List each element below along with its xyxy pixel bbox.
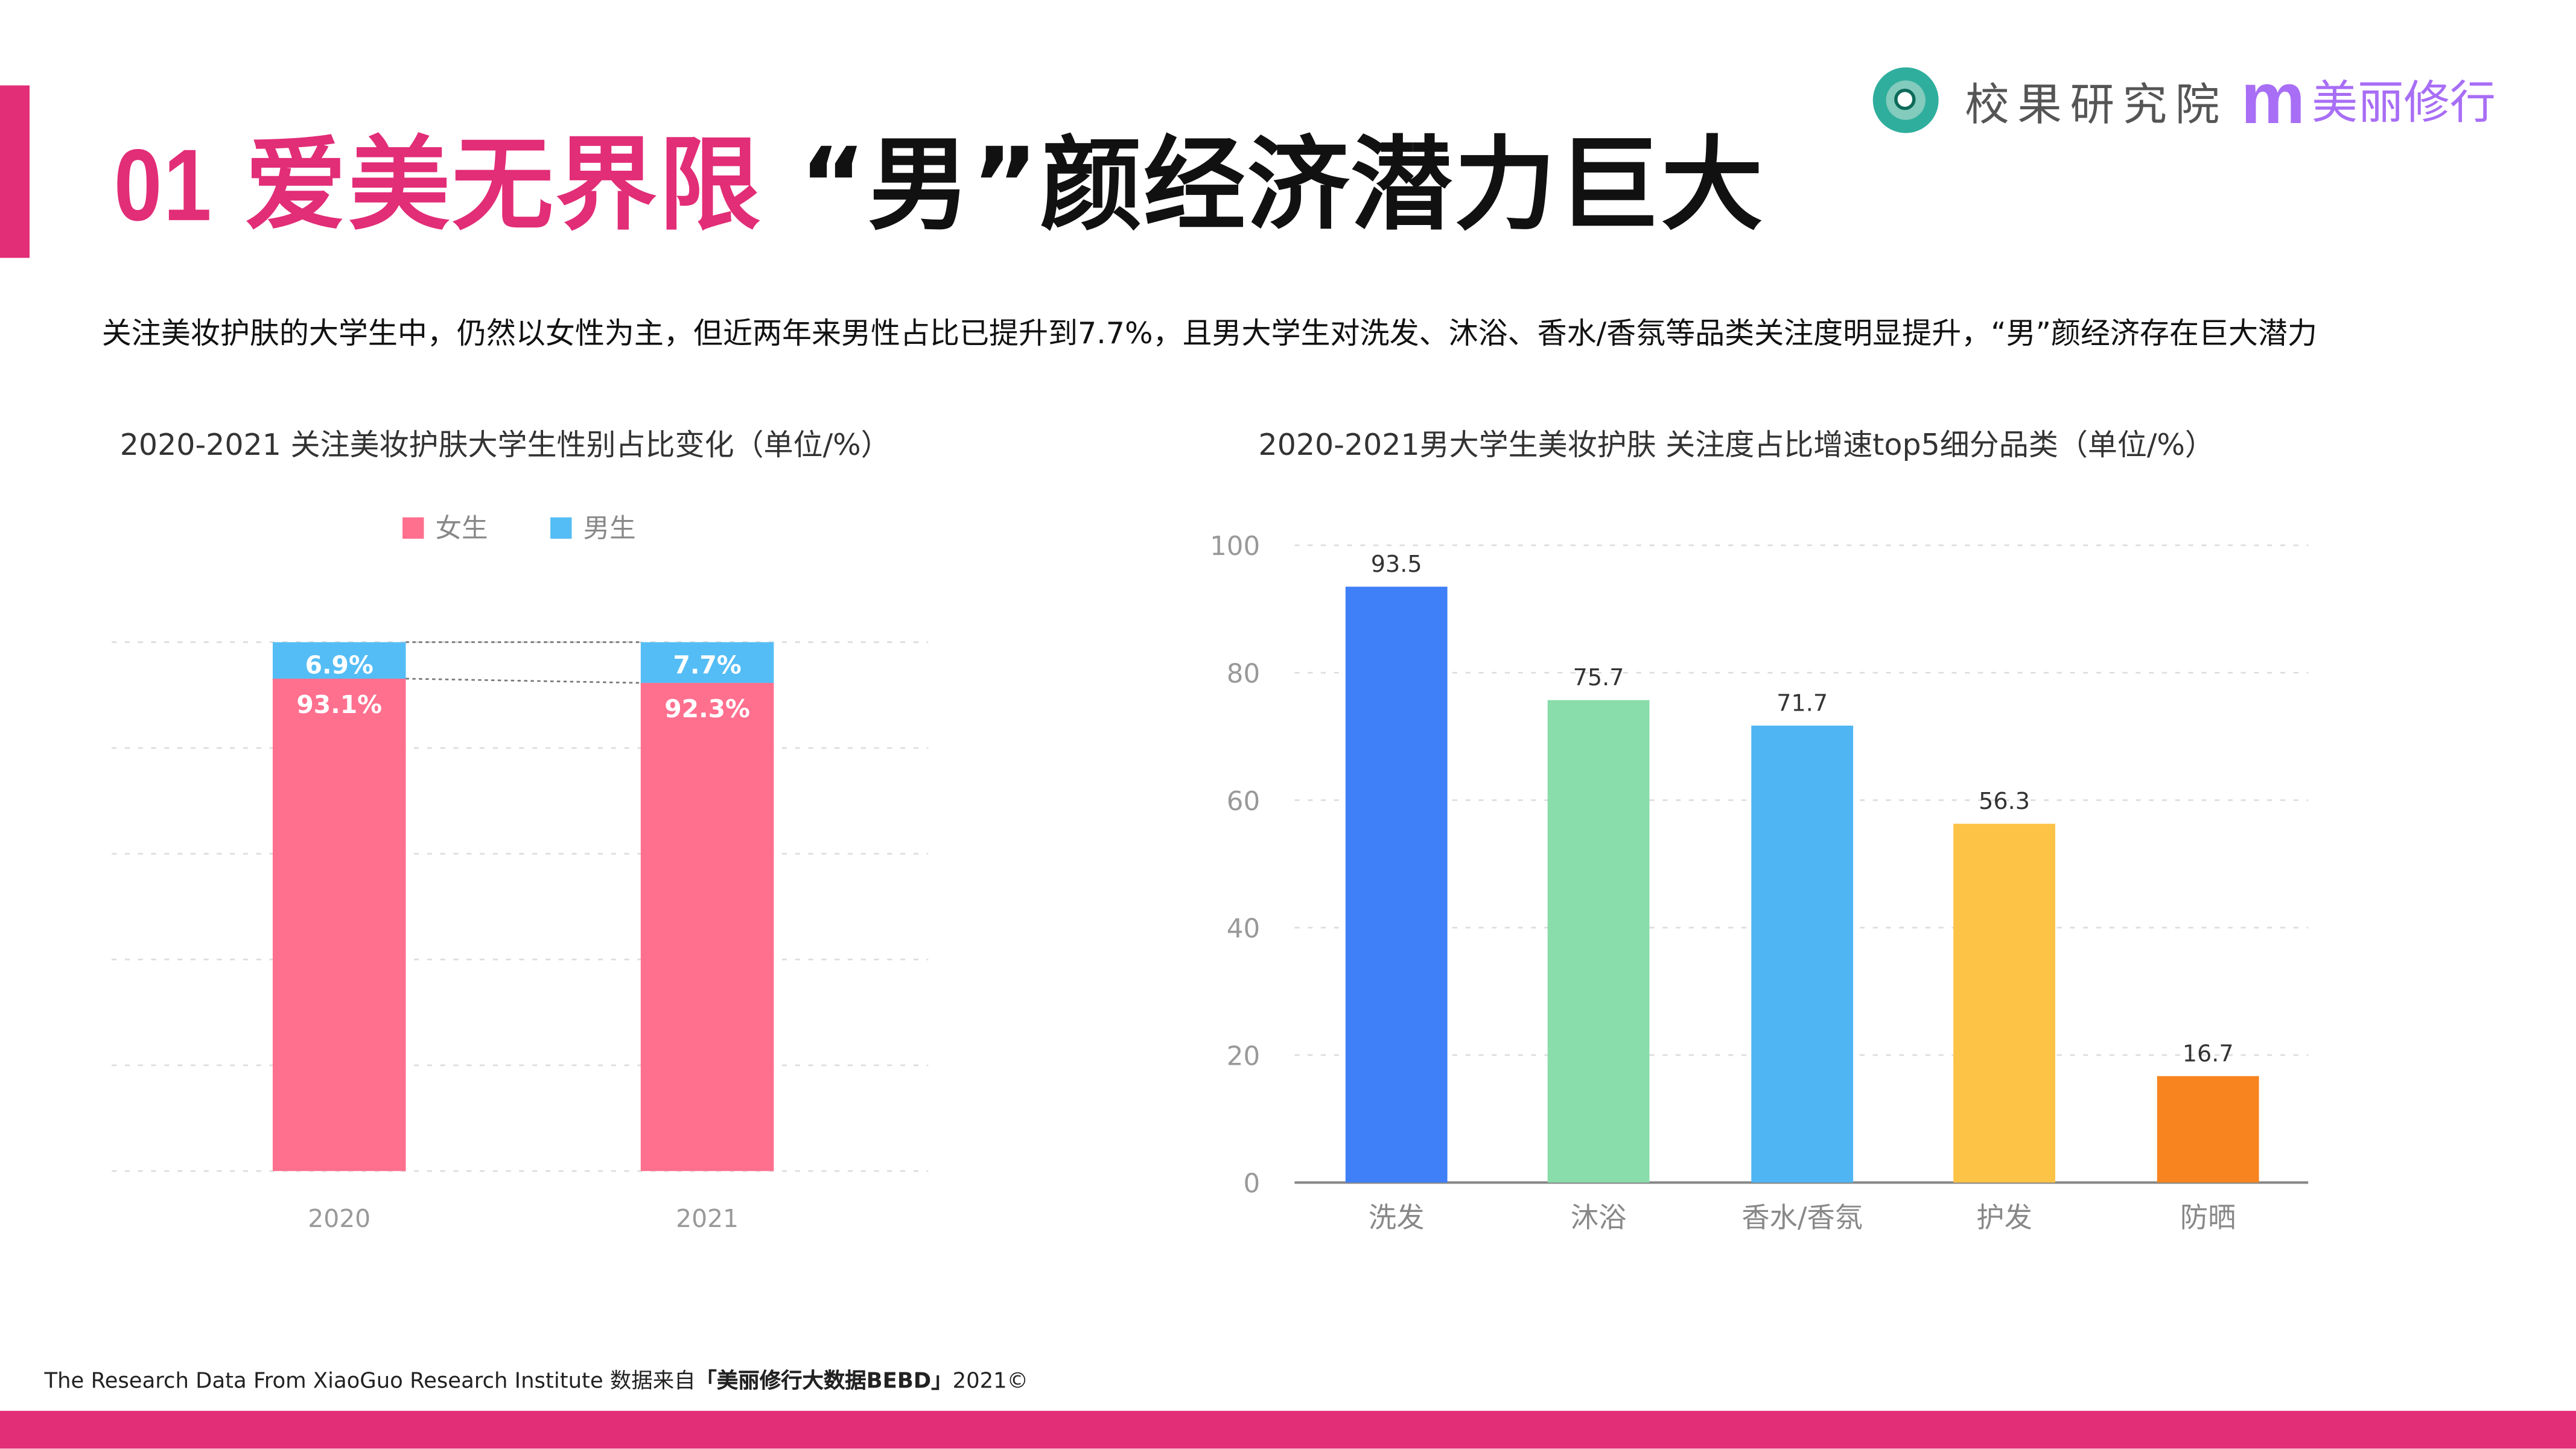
data-label: 75.7 [1573,664,1624,691]
bar-2020-0 [272,679,406,1172]
footer-suffix: 2021© [952,1369,1029,1395]
bar-4 [2157,1076,2259,1183]
y-tick-label: 80 [1227,659,1260,690]
logo-brand: 美丽修行 [2312,75,2496,130]
legend-swatch-1 [550,517,572,539]
title-highlight: 爱美无界限 [244,124,763,245]
accent-bar [0,85,30,258]
title-main: “男”颜经济潜力巨大 [799,124,1765,245]
description: 关注美妆护肤的大学生中，仍然以女性为主，但近两年来男性占比已提升到7.7%，且男… [101,317,2318,352]
data-label: 6.9% [305,650,374,679]
logo: 校果研究院 m 美丽修行 [1872,59,2496,140]
y-tick-label: 60 [1227,787,1260,817]
data-label: 7.7% [673,650,741,679]
x-tick-label: 2020 [308,1204,370,1233]
legend-label: 男生 [584,513,636,544]
data-label: 56.3 [1979,788,2030,814]
x-tick-label: 香水/香氛 [1741,1201,1863,1234]
page-title: 01 爱美无界限 “男”颜经济潜力巨大 [105,102,1764,250]
bar-2 [1751,725,1854,1183]
x-tick-label: 洗发 [1369,1201,1425,1234]
y-tick-label: 100 [1210,531,1260,562]
bar-0 [1345,586,1448,1183]
connector-line [405,677,641,684]
data-label: 71.7 [1776,690,1828,716]
bar-1 [1547,700,1650,1183]
x-tick-label: 沐浴 [1571,1201,1627,1234]
bar-2021-0 [640,683,774,1172]
gender-chart: 女生 男生 93.1% 6.9% 2020 92.3% 7.7% 2021 [112,513,929,1233]
legend-swatch-0 [402,517,424,539]
xiaoguo-logo-icon [1872,67,1939,133]
data-label: 16.7 [2183,1040,2234,1067]
y-tick-label: 20 [1227,1041,1260,1071]
y-tick-label: 40 [1227,914,1260,944]
bar-2021-1 [640,642,774,683]
footer-source-name: 「美丽修行大数据BEBD」 [695,1369,953,1395]
footer-source: The Research Data From XiaoGuo Research … [45,1363,1029,1395]
category-chart: 0 20 40 60 80 100 93.5 洗发 75.7 沐浴 71.7 香水/香氛 56.3 护发 1… [1210,531,2309,1234]
footer-prefix: The Research Data From XiaoGuo Research … [44,1369,696,1395]
logo-org: 校果研究院 [1965,80,2228,131]
chart2-title: 2020-2021男大学生美妆护肤 关注度占比增速top5细分品类（单位/%） [1258,428,2215,463]
bar-3 [1953,823,2055,1183]
x-tick-label: 防晒 [2180,1201,2236,1234]
data-label: 93.5 [1371,551,1422,577]
bar-2020-1 [272,642,406,679]
chart1-title: 2020-2021 关注美妆护肤大学生性别占比变化（单位/%） [119,428,891,463]
bottom-bar [0,1410,2576,1449]
data-label: 93.1% [296,690,382,719]
brand-mark: m [2240,59,2306,140]
legend-label: 女生 [435,513,488,544]
y-tick-label: 0 [1244,1169,1261,1199]
x-tick-label: 2021 [676,1204,739,1233]
data-label: 92.3% [664,694,750,723]
x-tick-label: 护发 [1976,1201,2032,1234]
section-number: 01 [113,130,213,243]
